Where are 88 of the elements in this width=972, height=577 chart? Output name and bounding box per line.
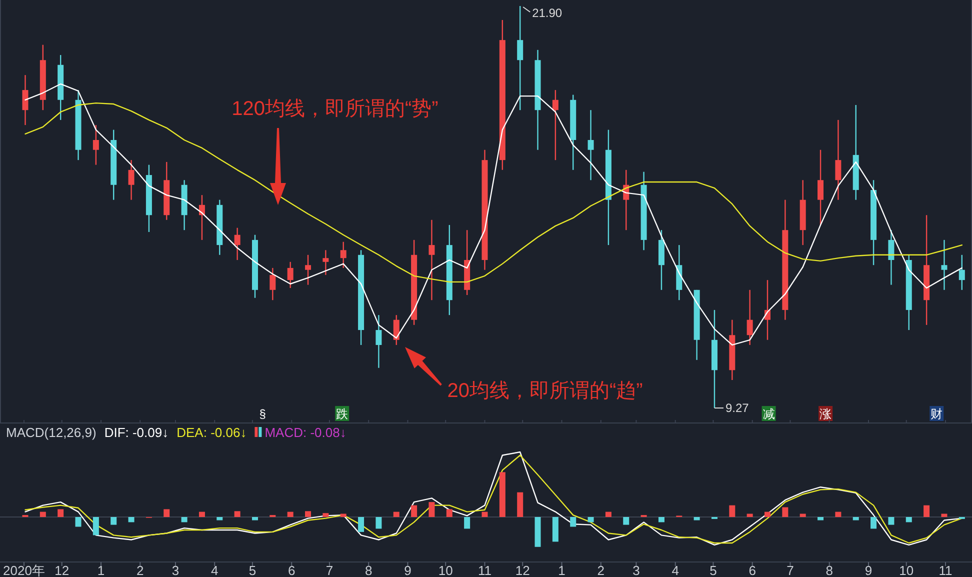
bar [482, 512, 488, 517]
bar [517, 492, 524, 517]
bar [393, 512, 400, 517]
bar [552, 517, 558, 542]
bar [588, 517, 594, 522]
bar [818, 517, 824, 520]
text: DEA: -0.06↓ [176, 425, 247, 440]
bar [746, 514, 753, 517]
bar [252, 517, 258, 520]
bar [58, 509, 64, 517]
x-tick-label: 1 [558, 563, 566, 577]
bar [164, 509, 170, 517]
x-tick-label: 11 [938, 563, 952, 577]
bar [906, 517, 912, 522]
bar [924, 505, 930, 517]
x-tick-label: 9 [404, 563, 412, 577]
bar [694, 517, 700, 520]
annotation: § [259, 407, 266, 421]
x-tick-label: 3 [172, 563, 180, 577]
x-tick-label: 9 [864, 563, 872, 577]
event: 减 [762, 406, 776, 421]
bar [570, 517, 576, 527]
x-tick-label: 6 [748, 563, 756, 577]
bar [234, 511, 240, 517]
bar [782, 507, 788, 517]
bar [800, 514, 806, 517]
bar [446, 509, 452, 517]
text: DIF: -0.09↓ [104, 425, 169, 440]
x-tick-label: 4 [210, 563, 218, 577]
bar [941, 514, 948, 517]
x-tick-label: 3 [632, 563, 640, 577]
bar [464, 517, 470, 529]
bar [128, 517, 134, 522]
x-tick-label: 7 [786, 563, 794, 577]
x-tick-label: 10 [438, 563, 453, 577]
x-tick-label: 5 [248, 563, 256, 577]
bar [729, 505, 736, 517]
chart-title: MACD(12,26,9) [6, 425, 96, 440]
bar [870, 517, 877, 529]
bar [623, 517, 630, 525]
bar [358, 517, 364, 532]
bar [852, 517, 859, 520]
annotation: 120均线，即所谓的“势” [232, 98, 438, 120]
x-tick-label: 2 [597, 563, 604, 577]
bar [340, 514, 346, 517]
bar [534, 517, 541, 547]
bar [305, 511, 312, 517]
bar [835, 512, 842, 517]
bar [92, 517, 99, 536]
x-tick-label: 2020年 [3, 563, 45, 577]
x-tick-label: 12 [515, 563, 530, 577]
x-tick-label: 8 [364, 563, 372, 577]
annotation: 120均线，即所谓的“势” [232, 98, 438, 205]
x-tick-label: 11 [478, 563, 492, 577]
bar [75, 517, 82, 527]
legend-label: MACD: -0.08↓ [264, 425, 346, 440]
annotation: 21.90 [532, 6, 562, 20]
annotation: 20均线，即所谓的“趋” [447, 380, 643, 402]
bar [428, 502, 435, 517]
x-tick-label: 12 [54, 563, 70, 577]
bar [658, 517, 664, 522]
bar [499, 472, 506, 517]
bar [376, 517, 382, 529]
bar [322, 513, 329, 517]
bar [181, 517, 188, 522]
x-tick-label: 5 [710, 563, 717, 577]
x-tick-label: 4 [672, 563, 679, 577]
event: 涨 [818, 406, 833, 421]
bar [216, 517, 223, 520]
x-tick-label: 7 [326, 563, 334, 577]
event: 跌 [335, 406, 350, 421]
event: § [256, 406, 270, 421]
annotation: 9.27 [725, 401, 750, 415]
bar [764, 512, 770, 517]
bar [411, 505, 418, 517]
bar [110, 517, 117, 525]
x-tick-label: 10 [899, 563, 914, 577]
bar [40, 512, 46, 517]
annotation: 20均线，即所谓的“趋” [405, 347, 643, 402]
x-tick-label: 6 [288, 563, 296, 577]
bar [287, 512, 294, 517]
x-tick-label: 8 [826, 563, 833, 577]
x-tick-label: 2 [136, 563, 144, 577]
x-tick-label: 1 [97, 563, 105, 577]
bar [605, 512, 612, 517]
bar [198, 512, 205, 517]
event: 财 [930, 406, 944, 421]
bar [888, 517, 894, 525]
